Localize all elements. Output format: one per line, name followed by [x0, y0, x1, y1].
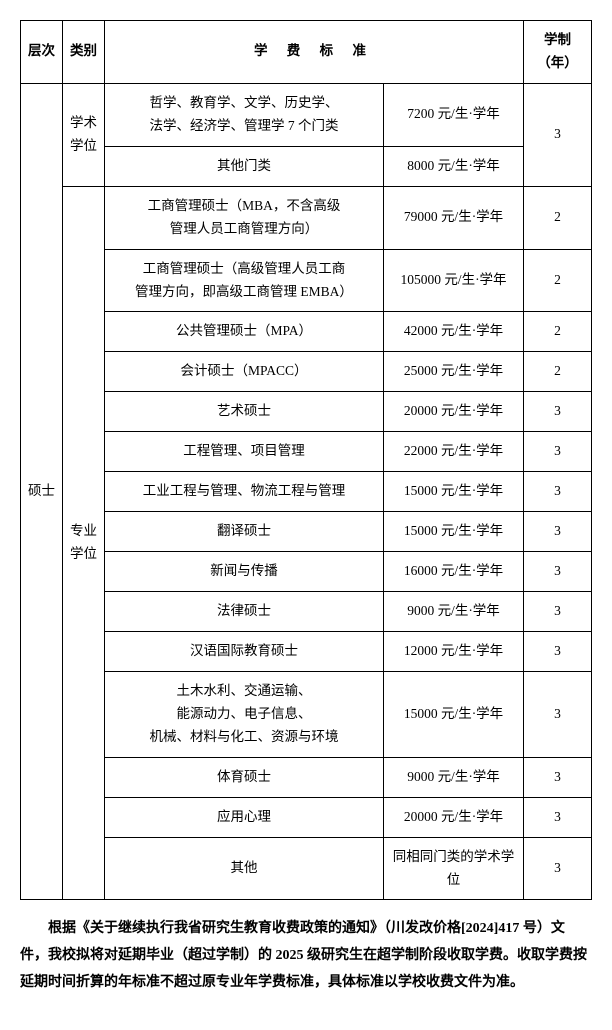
cell-duration: 3	[524, 432, 592, 472]
cell-fee: 15000 元/生·学年	[384, 512, 524, 552]
cell-duration: 2	[524, 186, 592, 249]
cell-duration: 3	[524, 592, 592, 632]
cell-fee: 同相同门类的学术学位	[384, 837, 524, 900]
cell-duration: 3	[524, 552, 592, 592]
cell-item: 哲学、教育学、文学、历史学、 法学、经济学、管理学 7 个门类	[105, 83, 384, 146]
table-row: 硕士 学术 学位 哲学、教育学、文学、历史学、 法学、经济学、管理学 7 个门类…	[21, 83, 592, 146]
cell-item: 工业工程与管理、物流工程与管理	[105, 472, 384, 512]
cell-item: 汉语国际教育硕士	[105, 631, 384, 671]
cell-fee: 12000 元/生·学年	[384, 631, 524, 671]
cell-item: 公共管理硕士（MPA）	[105, 312, 384, 352]
cell-item: 工程管理、项目管理	[105, 432, 384, 472]
cell-fee: 79000 元/生·学年	[384, 186, 524, 249]
table-row: 专业 学位 工商管理硕士（MBA，不含高级 管理人员工商管理方向） 79000 …	[21, 186, 592, 249]
cell-item: 其他门类	[105, 146, 384, 186]
cell-item: 工商管理硕士（MBA，不含高级 管理人员工商管理方向）	[105, 186, 384, 249]
header-row: 层次 类别 学 费 标 准 学制（年）	[21, 21, 592, 84]
cell-fee: 9000 元/生·学年	[384, 592, 524, 632]
cell-duration: 3	[524, 757, 592, 797]
cell-item: 翻译硕士	[105, 512, 384, 552]
cell-item: 艺术硕士	[105, 392, 384, 432]
table-row: 应用心理 20000 元/生·学年 3	[21, 797, 592, 837]
cell-duration: 3	[524, 392, 592, 432]
cell-item: 应用心理	[105, 797, 384, 837]
cell-fee: 25000 元/生·学年	[384, 352, 524, 392]
cell-duration: 3	[524, 837, 592, 900]
cell-duration: 3	[524, 631, 592, 671]
cell-fee: 20000 元/生·学年	[384, 392, 524, 432]
cell-duration: 2	[524, 352, 592, 392]
cell-category-academic: 学术 学位	[63, 83, 105, 186]
cell-item: 体育硕士	[105, 757, 384, 797]
cell-duration: 2	[524, 312, 592, 352]
cell-item: 法律硕士	[105, 592, 384, 632]
table-row: 新闻与传播 16000 元/生·学年 3	[21, 552, 592, 592]
table-row: 工商管理硕士（高级管理人员工商 管理方向，即高级工商管理 EMBA） 10500…	[21, 249, 592, 312]
cell-level: 硕士	[21, 83, 63, 900]
cell-item: 新闻与传播	[105, 552, 384, 592]
fee-table: 层次 类别 学 费 标 准 学制（年） 硕士 学术 学位 哲学、教育学、文学、历…	[20, 20, 592, 900]
cell-fee: 15000 元/生·学年	[384, 472, 524, 512]
table-row: 公共管理硕士（MPA） 42000 元/生·学年 2	[21, 312, 592, 352]
cell-fee: 20000 元/生·学年	[384, 797, 524, 837]
table-row: 工业工程与管理、物流工程与管理 15000 元/生·学年 3	[21, 472, 592, 512]
table-row: 法律硕士 9000 元/生·学年 3	[21, 592, 592, 632]
cell-duration: 3	[524, 472, 592, 512]
table-row: 体育硕士 9000 元/生·学年 3	[21, 757, 592, 797]
cell-fee: 9000 元/生·学年	[384, 757, 524, 797]
footer-note: 根据《关于继续执行我省研究生教育收费政策的通知》（川发改价格[2024]417 …	[20, 916, 592, 996]
header-level: 层次	[21, 21, 63, 84]
cell-item: 会计硕士（MPACC）	[105, 352, 384, 392]
cell-duration: 3	[524, 671, 592, 757]
table-row: 工程管理、项目管理 22000 元/生·学年 3	[21, 432, 592, 472]
table-row: 翻译硕士 15000 元/生·学年 3	[21, 512, 592, 552]
cell-fee: 7200 元/生·学年	[384, 83, 524, 146]
cell-duration: 3	[524, 83, 592, 186]
cell-item: 工商管理硕士（高级管理人员工商 管理方向，即高级工商管理 EMBA）	[105, 249, 384, 312]
cell-fee: 16000 元/生·学年	[384, 552, 524, 592]
cell-fee: 105000 元/生·学年	[384, 249, 524, 312]
cell-fee: 42000 元/生·学年	[384, 312, 524, 352]
cell-item: 其他	[105, 837, 384, 900]
cell-duration: 2	[524, 249, 592, 312]
table-row: 其他门类 8000 元/生·学年	[21, 146, 592, 186]
cell-fee: 8000 元/生·学年	[384, 146, 524, 186]
cell-fee: 15000 元/生·学年	[384, 671, 524, 757]
table-row: 汉语国际教育硕士 12000 元/生·学年 3	[21, 631, 592, 671]
cell-item: 土木水利、交通运输、 能源动力、电子信息、 机械、材料与化工、资源与环境	[105, 671, 384, 757]
header-category: 类别	[63, 21, 105, 84]
table-row: 土木水利、交通运输、 能源动力、电子信息、 机械、材料与化工、资源与环境 150…	[21, 671, 592, 757]
table-row: 艺术硕士 20000 元/生·学年 3	[21, 392, 592, 432]
table-row: 其他 同相同门类的学术学位 3	[21, 837, 592, 900]
header-fee: 学 费 标 准	[105, 21, 524, 84]
header-duration: 学制（年）	[524, 21, 592, 84]
table-row: 会计硕士（MPACC） 25000 元/生·学年 2	[21, 352, 592, 392]
cell-fee: 22000 元/生·学年	[384, 432, 524, 472]
cell-category-professional: 专业 学位	[63, 186, 105, 900]
cell-duration: 3	[524, 512, 592, 552]
cell-duration: 3	[524, 797, 592, 837]
